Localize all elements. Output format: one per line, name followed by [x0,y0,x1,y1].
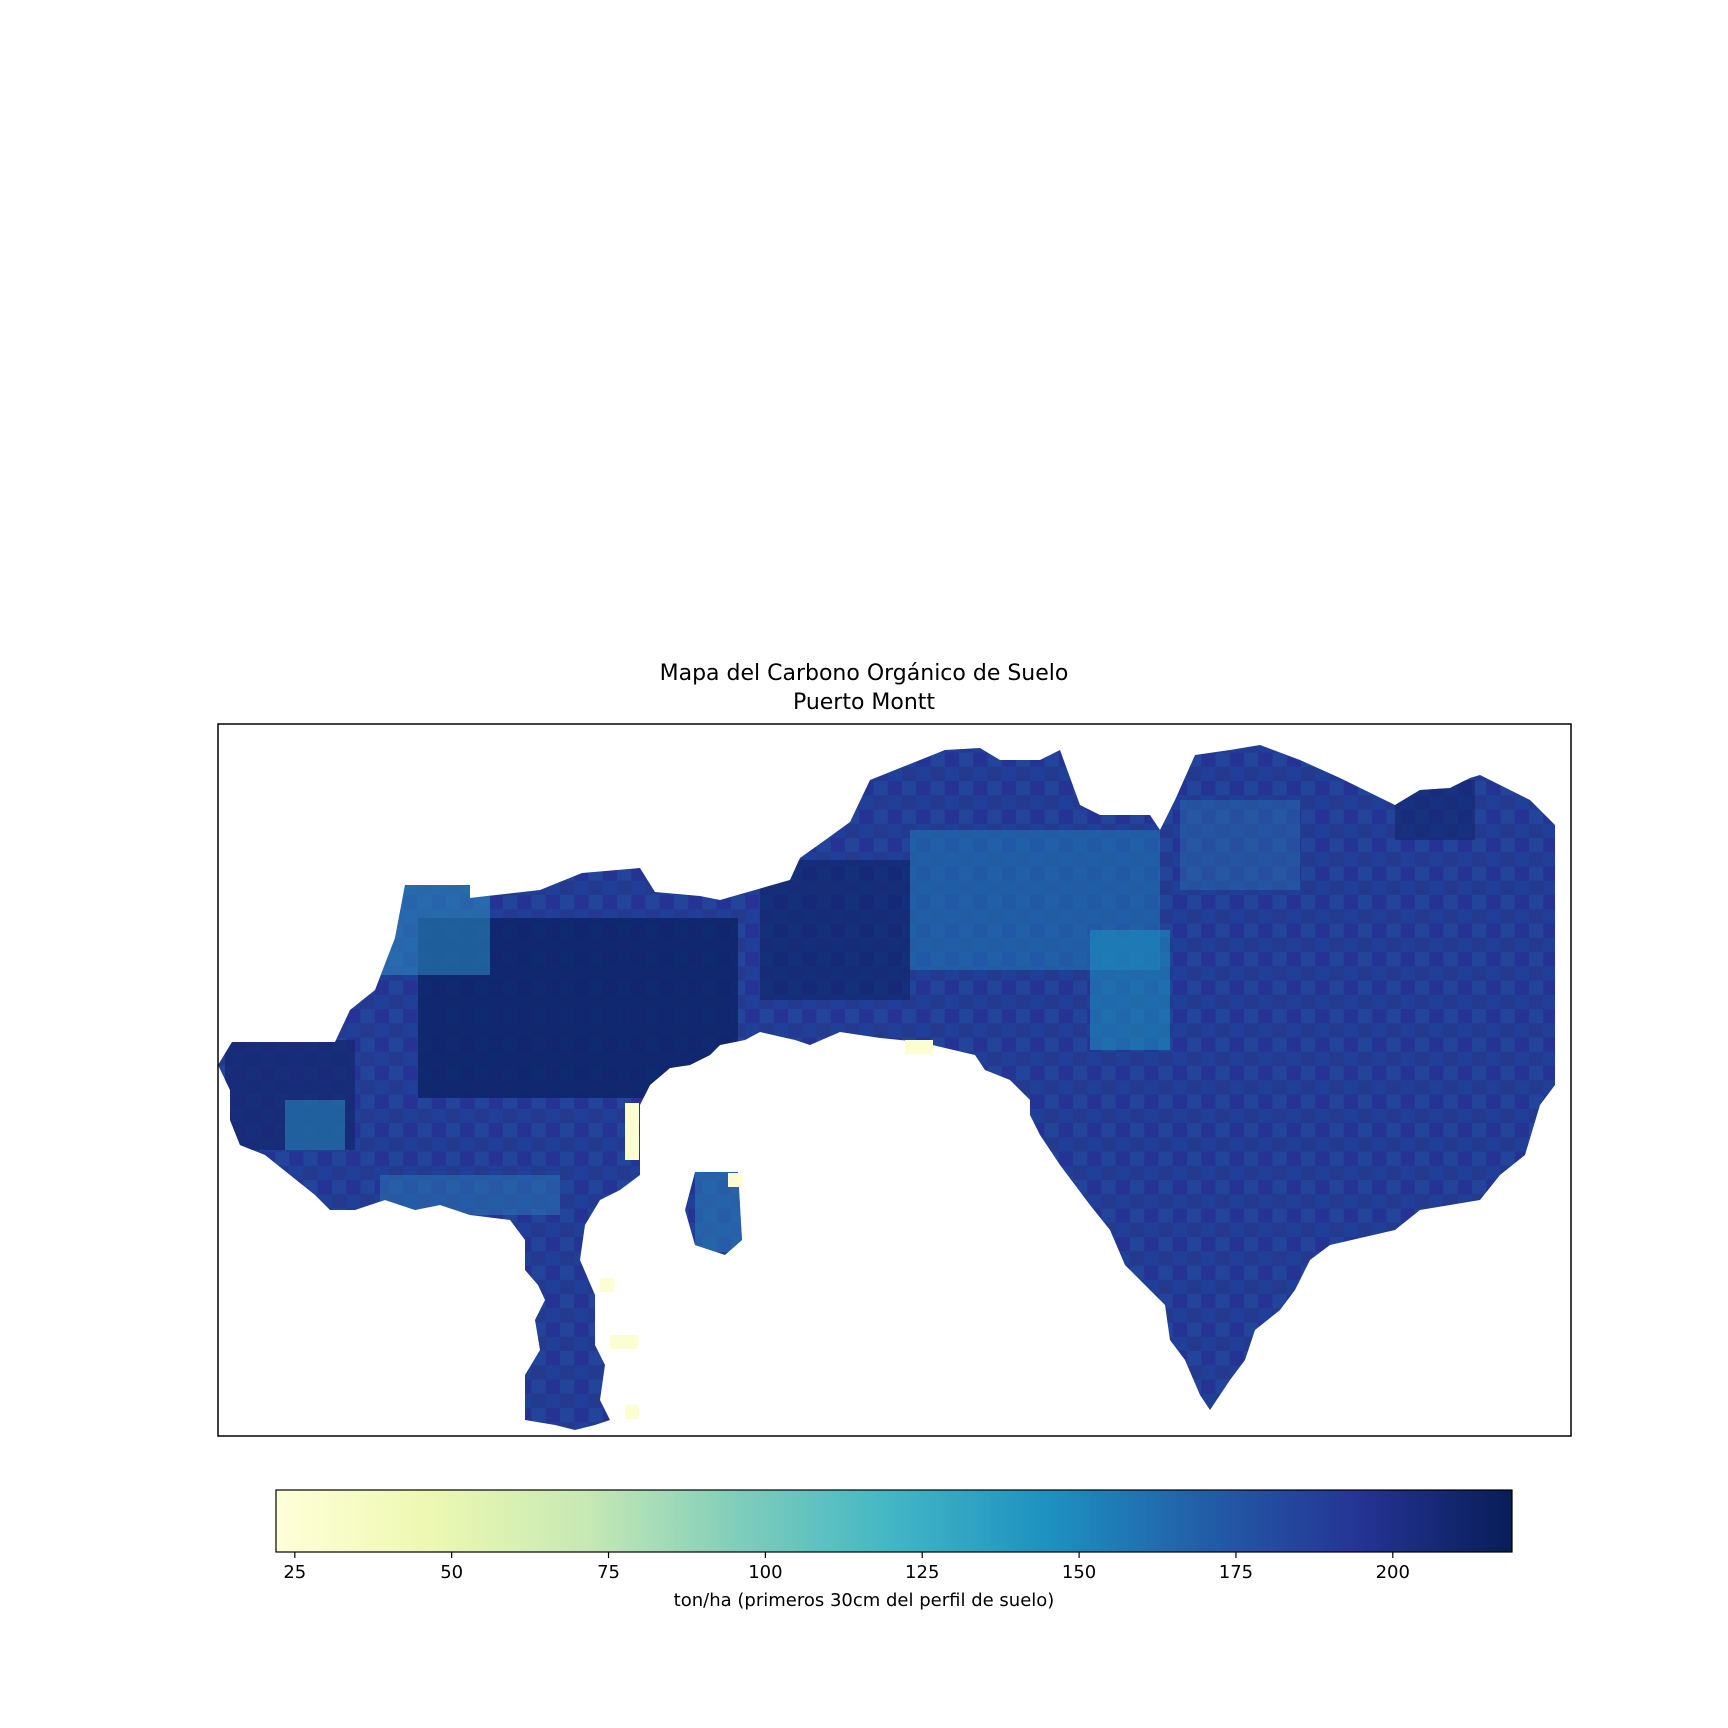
map-subtitle: Puerto Montt [792,690,936,715]
colorbar-tick-label: 25 [283,1562,307,1583]
low-value-cells [600,1040,933,1419]
colorbar-tick-label: 50 [440,1562,464,1583]
colorbar-tick-label: 150 [1061,1562,1097,1583]
colorbar-tick-label: 200 [1375,1562,1410,1583]
colorbar-tick-label: 175 [1218,1562,1254,1583]
map-title: Mapa del Carbono Orgánico de Suelo [659,661,1069,686]
map-border [217,723,1572,1437]
colorbar-tick-label: 125 [905,1562,940,1583]
colorbar-tick-label: 100 [748,1562,783,1583]
colorbar-tick-label: 75 [597,1562,620,1583]
colorbar-label: ton/ha (primeros 30cm del perfil de suel… [673,1590,1055,1611]
